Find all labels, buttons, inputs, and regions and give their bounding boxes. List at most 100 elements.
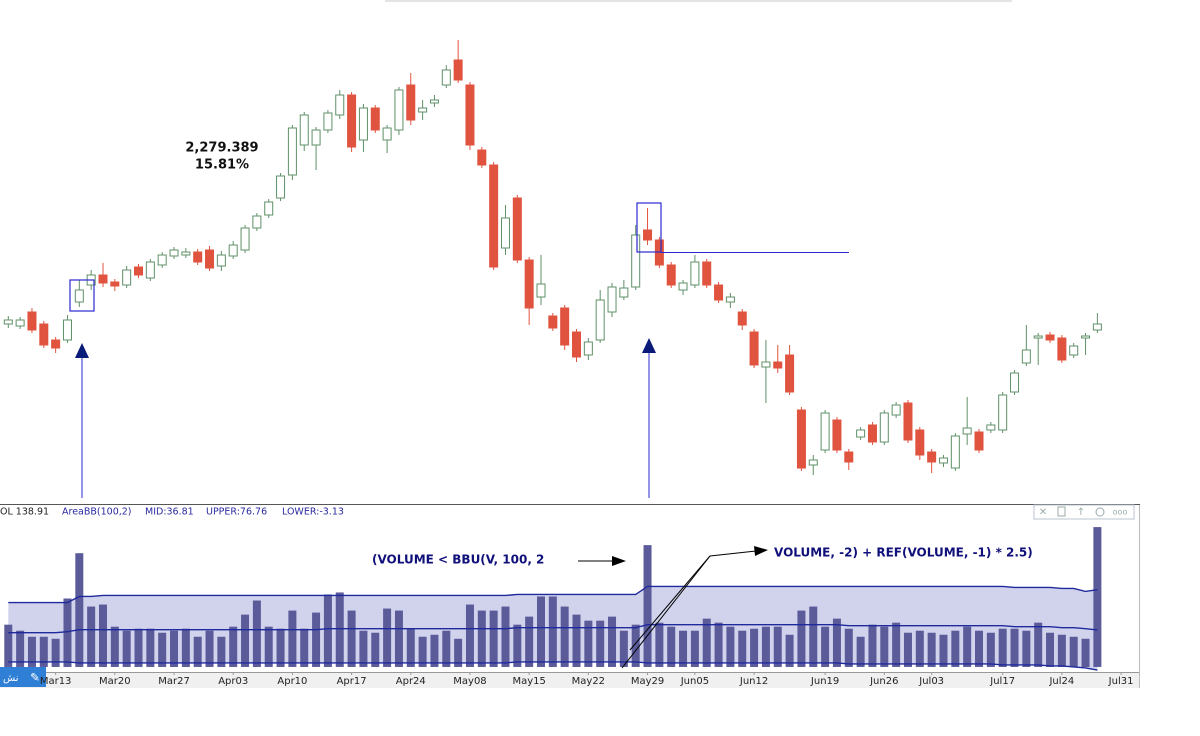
volume-bar bbox=[785, 634, 794, 667]
candle-body bbox=[62, 319, 72, 341]
candle-body bbox=[169, 249, 179, 257]
arrow-shaft bbox=[709, 550, 757, 557]
volume-bar bbox=[110, 626, 119, 667]
copy-icon[interactable] bbox=[1057, 506, 1066, 517]
pencil-icon: ✎ bbox=[30, 671, 40, 685]
candle-body bbox=[489, 164, 499, 268]
volume-bar bbox=[951, 630, 960, 667]
x-tick-label: Jun19 bbox=[810, 676, 839, 687]
arrow-head bbox=[612, 556, 626, 566]
volume-bar bbox=[371, 632, 380, 667]
candle-body bbox=[773, 361, 783, 369]
volume-bar bbox=[750, 628, 759, 667]
volume-bar bbox=[98, 604, 107, 667]
candle-body bbox=[785, 354, 795, 393]
x-tick-label: Apr17 bbox=[337, 676, 367, 687]
x-tick-label: Jul03 bbox=[918, 676, 944, 687]
volume-bar bbox=[241, 614, 250, 667]
candle-body bbox=[536, 283, 546, 298]
x-tick-label: Apr03 bbox=[218, 676, 248, 687]
volume-bar bbox=[1081, 638, 1090, 667]
volume-bar bbox=[1022, 630, 1031, 667]
x-tick-label: May22 bbox=[572, 676, 605, 687]
volume-bar bbox=[975, 630, 984, 667]
volume-bar bbox=[773, 626, 782, 667]
candle-body bbox=[264, 201, 274, 216]
candle-body bbox=[51, 339, 61, 349]
volume-bar bbox=[679, 630, 688, 667]
volume-bar bbox=[619, 630, 628, 667]
candle-body bbox=[441, 69, 451, 86]
close-icon[interactable]: ✕ bbox=[1039, 507, 1047, 518]
candle-body bbox=[205, 249, 215, 269]
x-tick-label: Mar27 bbox=[158, 676, 190, 687]
arrow-head bbox=[75, 343, 89, 358]
volume-bar bbox=[181, 628, 190, 667]
candle-body bbox=[737, 311, 747, 326]
volume-bar bbox=[631, 624, 640, 667]
volume-bar bbox=[986, 632, 995, 667]
candle-body bbox=[370, 107, 380, 131]
volume-bar bbox=[335, 592, 344, 667]
volume-bar bbox=[264, 626, 273, 667]
volume-bar bbox=[501, 606, 510, 667]
more-icon[interactable]: ooo bbox=[1113, 508, 1128, 517]
candle-body bbox=[820, 412, 830, 451]
annotation: 2,279.389 bbox=[185, 141, 258, 156]
x-tick-label: Apr24 bbox=[396, 676, 426, 687]
candle-body bbox=[27, 311, 37, 331]
candle-body bbox=[938, 457, 948, 464]
up-icon[interactable]: ↑ bbox=[1077, 507, 1085, 518]
candle-body bbox=[110, 281, 120, 287]
volume-bar bbox=[418, 636, 427, 667]
candle-body bbox=[98, 274, 108, 284]
candle-body bbox=[74, 289, 84, 303]
volume-bar bbox=[761, 626, 770, 667]
candle-body bbox=[323, 112, 333, 131]
x-tick-label: Jun12 bbox=[739, 676, 768, 687]
volume-bar bbox=[489, 610, 498, 667]
panel-toolbar: ✕ ↑ ooo bbox=[1033, 504, 1135, 520]
volume-bar bbox=[51, 638, 60, 667]
edit-badge[interactable] bbox=[0, 667, 46, 687]
price-panel bbox=[3, 40, 1102, 475]
candle-body bbox=[1081, 335, 1091, 339]
candle-body bbox=[761, 361, 771, 368]
indicator-label: UPPER:76.76 bbox=[206, 507, 267, 518]
volume-bar bbox=[229, 626, 238, 667]
candle-body bbox=[347, 94, 357, 148]
candle-body bbox=[808, 459, 818, 466]
candle-body bbox=[607, 286, 617, 313]
candle-body bbox=[998, 394, 1008, 431]
formula-annotation: VOLUME, -2) + REF(VOLUME, -1) * 2.5) bbox=[774, 546, 1033, 560]
candle-body bbox=[512, 197, 522, 261]
volume-bar bbox=[596, 620, 605, 667]
candle-body bbox=[962, 427, 972, 435]
volume-bar bbox=[39, 636, 48, 667]
candle-body bbox=[1021, 349, 1031, 364]
volume-bar bbox=[643, 545, 652, 667]
candle-body bbox=[666, 264, 676, 286]
candle-body bbox=[193, 251, 203, 263]
candle-body bbox=[950, 435, 960, 469]
candle-body bbox=[572, 331, 582, 358]
volume-bar bbox=[821, 626, 830, 667]
band-line bbox=[8, 661, 1098, 671]
candle-body bbox=[122, 269, 132, 286]
volume-bar bbox=[548, 596, 557, 667]
settings-icon[interactable] bbox=[1095, 507, 1105, 517]
candle-body bbox=[453, 59, 463, 81]
volume-bar bbox=[252, 600, 261, 667]
candle-body bbox=[276, 175, 286, 199]
volume-bar bbox=[75, 553, 84, 667]
candle-body bbox=[832, 419, 842, 451]
date-axis bbox=[0, 672, 1140, 688]
volume-bar bbox=[1034, 622, 1043, 667]
volume-bar bbox=[205, 630, 214, 667]
volume-bar bbox=[584, 620, 593, 667]
volume-bar bbox=[880, 626, 889, 667]
x-tick-label: Jun05 bbox=[680, 676, 709, 687]
volume-bar bbox=[963, 626, 972, 667]
candle-body bbox=[915, 429, 925, 456]
candle-body bbox=[927, 451, 937, 463]
